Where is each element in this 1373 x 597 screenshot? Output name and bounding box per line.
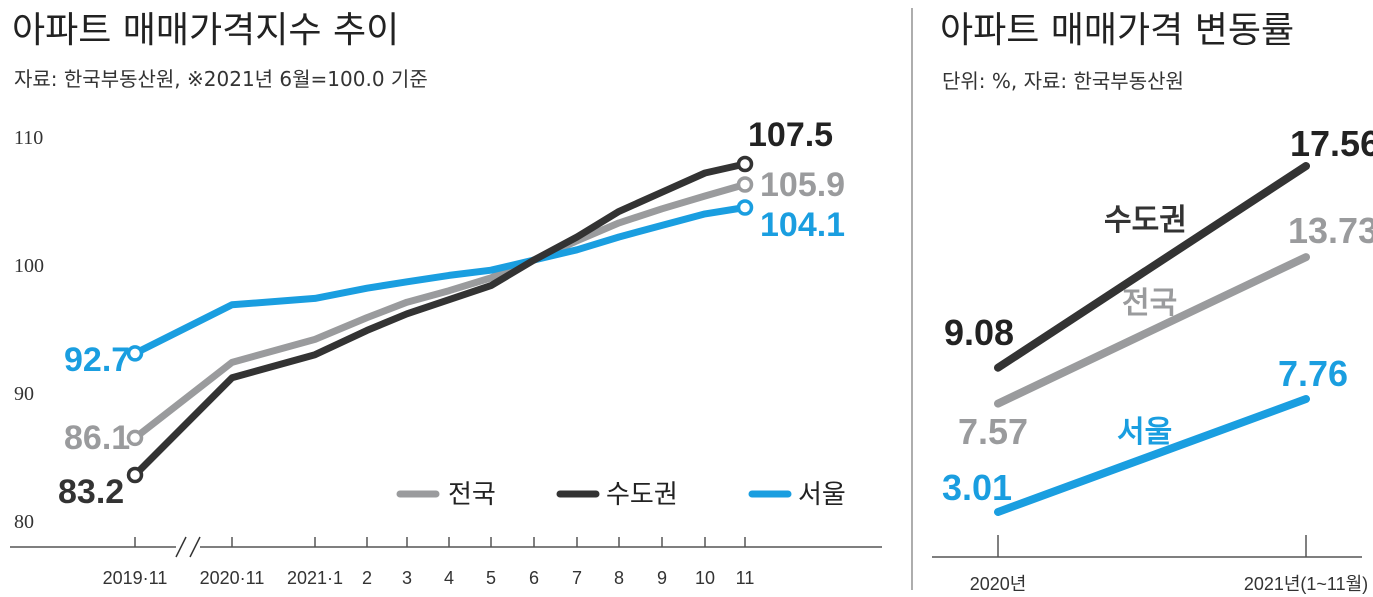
legend-label-national: 전국	[448, 480, 496, 510]
national-end-label: 105.9	[760, 166, 845, 204]
seoul-end-label: 104.1	[760, 206, 845, 244]
left-x-ticks: 2019·11 2020·11 2021·1 2 3 4 5 6 7 8 9 10 11	[103, 537, 755, 588]
legend: 전국 수도권 서울	[396, 480, 846, 510]
right-x-label-2020: 2020년	[970, 574, 1027, 594]
x-tick-label: 4	[444, 568, 454, 588]
capital-start-label: 83.2	[58, 473, 124, 511]
left-x-axis: 2019·11 2020·11 2021·1 2 3 4 5 6 7 8 9 10 11	[10, 536, 882, 588]
national-2020-label: 7.57	[958, 411, 1028, 452]
series-line-seoul	[133, 204, 746, 357]
series-line-capital	[132, 160, 746, 478]
x-tick-label: 2	[362, 568, 372, 588]
capital-end-label: 107.5	[748, 116, 833, 154]
series-point-capital	[126, 466, 144, 484]
right-chart-title: 아파트 매매가격 변동률	[940, 10, 1294, 51]
x-tick-label: 2021·1	[287, 568, 343, 588]
y-tick-80: 80	[14, 511, 34, 533]
series-point-seoul	[126, 345, 144, 362]
x-tick-label: 2019·11	[103, 568, 168, 588]
x-tick-label: 8	[614, 568, 624, 588]
y-tick-90: 90	[14, 383, 34, 405]
x-tick-label: 6	[529, 568, 539, 588]
x-tick-label: 9	[657, 568, 667, 588]
capital-2021-label: 17.56	[1290, 123, 1373, 164]
series-name-seoul: 서울	[1117, 415, 1172, 450]
y-tick-110: 110	[14, 127, 43, 149]
x-tick-label: 5	[486, 568, 496, 588]
series-point-national	[126, 429, 144, 447]
series-point-seoul	[736, 199, 754, 216]
x-tick-label: 7	[572, 568, 582, 588]
y-tick-100: 100	[14, 255, 44, 277]
left-chart-title: 아파트 매매가격지수 추이	[12, 10, 399, 51]
series-line-national	[132, 181, 746, 441]
series-point-national	[736, 176, 754, 193]
legend-label-seoul: 서울	[798, 480, 846, 510]
change-line-national	[994, 253, 1310, 408]
national-2021-label: 13.73	[1288, 210, 1373, 251]
left-chart-subtitle: 자료: 한국부동산원, ※2021년 6월=100.0 기준	[14, 67, 428, 91]
right-series-lines	[994, 162, 1310, 516]
right-x-label-2021: 2021년(1~11월)	[1244, 574, 1368, 594]
legend-label-capital: 수도권	[606, 480, 678, 510]
x-tick-label: 10	[695, 568, 715, 588]
axis-break-mark-1	[175, 536, 187, 558]
change-line-capital	[994, 162, 1310, 372]
national-start-label: 86.1	[64, 419, 130, 457]
series-name-capital: 수도권	[1104, 203, 1187, 238]
seoul-start-label: 92.7	[64, 341, 130, 379]
series-name-national: 전국	[1122, 286, 1177, 321]
right-chart-subtitle: 단위: %, 자료: 한국부동산원	[942, 69, 1184, 93]
axis-break-mark-2	[189, 536, 201, 558]
capital-2020-label: 9.08	[944, 312, 1014, 353]
x-tick-label: 3	[402, 568, 412, 588]
left-series-lines	[126, 155, 754, 484]
series-point-capital	[736, 155, 754, 173]
x-tick-label: 11	[736, 568, 755, 588]
x-tick-label: 2020·11	[200, 568, 265, 588]
seoul-2021-label: 7.76	[1278, 353, 1348, 394]
seoul-2020-label: 3.01	[942, 467, 1012, 508]
change-line-seoul	[994, 395, 1310, 516]
